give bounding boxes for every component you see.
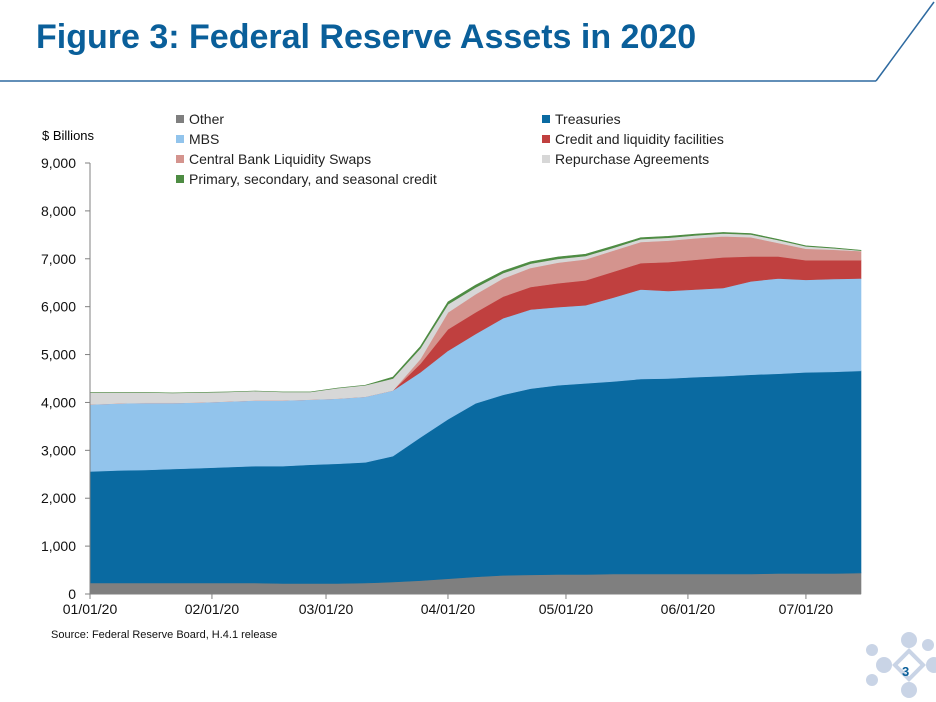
y-tick-label: 6,000 (41, 299, 76, 315)
y-tick-label: 5,000 (41, 347, 76, 363)
x-tick-label: 04/01/20 (421, 601, 476, 617)
y-axis-unit-label: $ Billions (42, 128, 95, 143)
legend-item-primary-credit: Primary, secondary, and seasonal credit (176, 171, 437, 187)
y-tick-label: 8,000 (41, 203, 76, 219)
y-tick-label: 3,000 (41, 442, 76, 458)
legend-swatch-repo (542, 155, 550, 163)
x-tick-label: 03/01/20 (299, 601, 354, 617)
x-tick-label: 06/01/20 (661, 601, 716, 617)
legend-swatch-swaps (176, 155, 184, 163)
y-tick-label: 4,000 (41, 394, 76, 410)
legend-label-repo: Repurchase Agreements (555, 151, 710, 167)
page-title: Figure 3: Federal Reserve Assets in 2020 (36, 18, 697, 56)
legend-swatch-mbs (176, 135, 184, 143)
source-note: Source: Federal Reserve Board, H.4.1 rel… (51, 629, 278, 641)
legend-swatch-primary-credit (176, 175, 184, 183)
legend-label-treasuries: Treasuries (555, 111, 621, 127)
legend-label-other: Other (189, 111, 225, 127)
y-tick-label: 2,000 (41, 490, 76, 506)
legend-item-other: Other (176, 111, 224, 127)
chart-areas (89, 232, 862, 595)
legend-swatch-other (176, 115, 184, 123)
y-tick-label: 0 (68, 586, 76, 602)
x-tick-label: 02/01/20 (185, 601, 240, 617)
x-tick-label: 01/01/20 (63, 601, 118, 617)
x-tick-label: 05/01/20 (539, 601, 594, 617)
legend-label-mbs: MBS (189, 131, 220, 147)
legend-item-mbs: MBS (176, 131, 219, 147)
y-tick-label: 9,000 (41, 155, 76, 171)
y-tick-label: 7,000 (41, 251, 76, 267)
header-divider-slant (875, 1, 935, 82)
legend-item-credit-facilities: Credit and liquidity facilities (542, 131, 724, 147)
chart-axes: 0 1,000 2,000 3,000 4,000 5,000 6,000 7,000 8,00… (41, 155, 861, 617)
legend-item-repo: Repurchase Agreements (542, 151, 709, 167)
legend-swatch-treasuries (542, 115, 550, 123)
legend-swatch-credit-facilities (542, 135, 550, 143)
legend-item-treasuries: Treasuries (542, 111, 621, 127)
y-tick-label: 1,000 (41, 538, 76, 554)
legend-label-swaps: Central Bank Liquidity Swaps (189, 151, 372, 167)
legend-item-swaps: Central Bank Liquidity Swaps (176, 151, 371, 167)
area-series-primary-secondary-and-seasonal-credit (90, 232, 862, 394)
x-tick-label: 07/01/20 (779, 601, 834, 617)
logo-icon (866, 632, 936, 698)
legend-label-credit-facilities: Credit and liquidity facilities (555, 131, 724, 147)
legend-label-primary-credit: Primary, secondary, and seasonal credit (189, 171, 437, 187)
page-number: 3 (902, 664, 910, 679)
